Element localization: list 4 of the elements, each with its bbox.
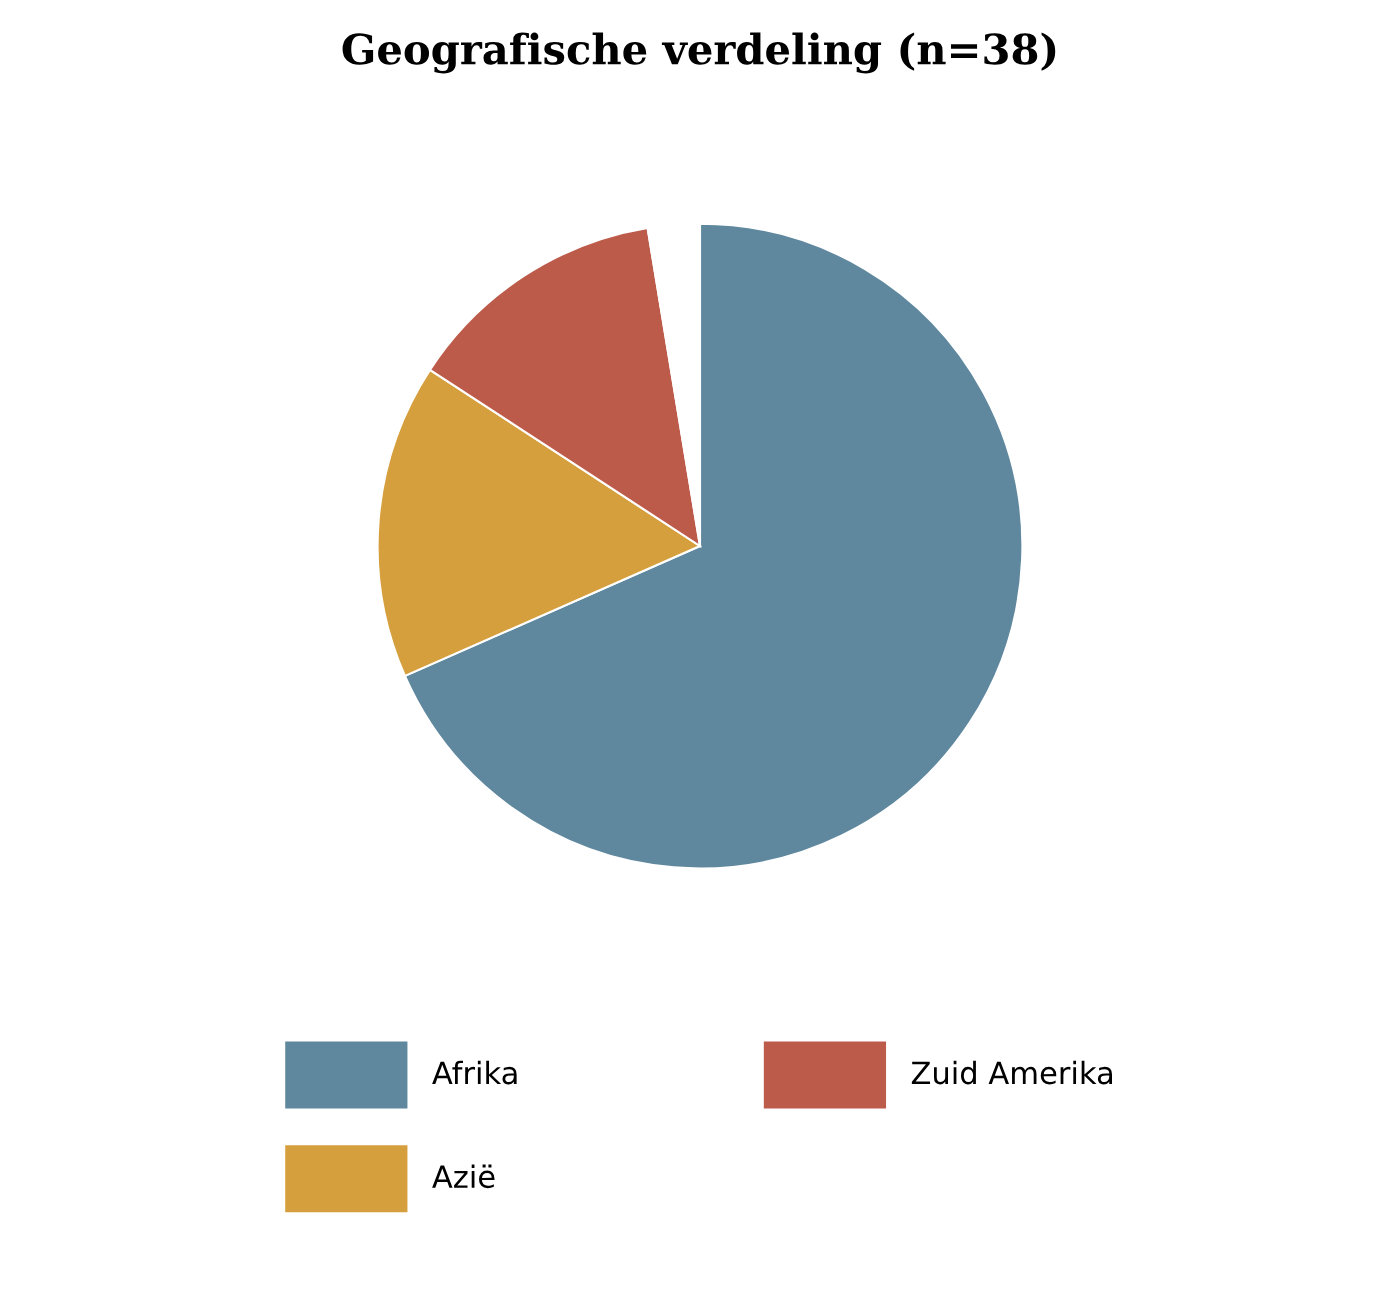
legend-label: Azië <box>432 1164 495 1189</box>
legend-label: Zuid Amerika <box>911 1060 1113 1085</box>
legend-label: Afrika <box>432 1060 517 1085</box>
chart-title: Geografische verdeling (n=38) <box>342 32 1056 74</box>
